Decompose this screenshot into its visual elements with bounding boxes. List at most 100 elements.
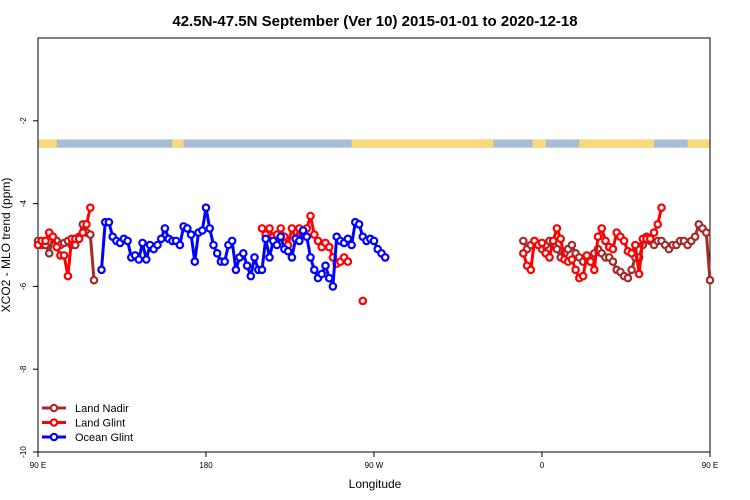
data-point xyxy=(578,271,588,281)
data-point xyxy=(657,203,666,213)
data-point xyxy=(380,253,390,262)
data-point xyxy=(205,224,215,233)
data-point xyxy=(601,236,610,246)
data-point xyxy=(309,265,319,275)
x-tick-label: 90 W xyxy=(365,461,384,470)
legend-swatch-marker xyxy=(49,403,59,413)
data-point xyxy=(649,228,659,237)
data-point xyxy=(183,224,192,233)
data-point xyxy=(59,251,69,260)
data-point xyxy=(261,234,271,244)
data-point xyxy=(276,224,286,233)
data-point xyxy=(705,275,715,285)
data-point xyxy=(518,236,528,246)
x-axis-ticks: 90 E 180 90 W 0 90 E xyxy=(30,452,718,470)
data-point xyxy=(653,220,663,229)
data-point xyxy=(526,265,536,275)
data-point xyxy=(186,230,196,239)
data-point xyxy=(545,253,554,262)
data-point xyxy=(324,242,334,252)
data-point xyxy=(369,236,379,246)
data-point xyxy=(44,249,54,258)
chart-title: 42.5N-47.5N September (Ver 10) 2015-01-0… xyxy=(172,13,577,30)
data-point xyxy=(134,255,144,264)
data-point xyxy=(589,265,599,275)
data-point xyxy=(593,232,603,242)
data-point xyxy=(701,228,711,237)
x-tick-label: 180 xyxy=(199,461,213,470)
data-point xyxy=(287,253,297,262)
legend-swatch-marker xyxy=(49,432,59,442)
series-ocean-glint xyxy=(97,203,390,291)
data-point xyxy=(298,226,308,235)
data-point xyxy=(571,265,580,275)
x-tick-label: 0 xyxy=(540,461,545,470)
data-point xyxy=(198,226,207,235)
data-point xyxy=(619,236,629,246)
data-point xyxy=(567,240,577,250)
y-tick-label: -4 xyxy=(19,199,28,207)
data-point xyxy=(518,249,528,258)
land-ocean-band xyxy=(38,139,710,148)
data-point xyxy=(231,265,241,275)
data-point xyxy=(358,296,368,306)
land-segment xyxy=(351,139,494,148)
data-point xyxy=(313,236,323,246)
data-point xyxy=(347,240,356,250)
legend-swatch-marker xyxy=(49,418,59,427)
data-point xyxy=(209,240,218,250)
data-point xyxy=(634,269,644,279)
data-point xyxy=(227,236,237,246)
data-point xyxy=(552,244,562,254)
data-point xyxy=(86,230,95,239)
land-segment xyxy=(172,139,184,148)
data-point xyxy=(212,249,222,258)
data-point xyxy=(78,228,88,237)
x-tick-label: 90 E xyxy=(702,461,718,470)
land-segment xyxy=(532,139,546,148)
data-point xyxy=(160,224,170,233)
data-point xyxy=(343,257,353,266)
data-point xyxy=(690,232,700,242)
data-point xyxy=(74,234,84,244)
data-point xyxy=(324,273,334,283)
data-point xyxy=(582,251,592,260)
data-point xyxy=(52,242,62,252)
legend-label: Land Glint xyxy=(75,418,125,430)
data-point xyxy=(257,224,267,233)
data-point xyxy=(317,269,327,279)
data-point xyxy=(623,273,633,283)
data-point xyxy=(82,220,91,229)
data-point xyxy=(201,203,211,213)
y-axis-label: XCO2 - MLO trend (ppm) xyxy=(0,178,13,313)
land-segment xyxy=(579,139,654,148)
data-point xyxy=(89,275,99,285)
data-point xyxy=(302,232,312,242)
data-point xyxy=(86,203,95,213)
data-point xyxy=(287,224,297,233)
data-point xyxy=(283,246,293,256)
data-point xyxy=(306,253,315,262)
data-point xyxy=(265,224,274,233)
y-axis-ticks: -2 -4 -6 -8 -10 xyxy=(19,117,38,458)
data-point xyxy=(548,236,558,246)
data-point xyxy=(321,261,330,271)
data-point xyxy=(586,257,595,266)
y-tick-label: -6 xyxy=(19,282,28,290)
data-point xyxy=(220,257,230,266)
data-point xyxy=(294,236,304,246)
data-point xyxy=(552,224,562,233)
x-tick-label: 90 E xyxy=(30,461,46,470)
data-point xyxy=(142,255,151,264)
legend-label: Ocean Glint xyxy=(75,432,133,444)
legend-label: Land Nadir xyxy=(75,403,129,415)
data-point xyxy=(257,265,267,275)
data-point xyxy=(41,236,50,246)
data-point xyxy=(175,240,185,250)
data-point xyxy=(48,232,58,242)
data-point xyxy=(242,261,252,271)
y-tick-label: -8 xyxy=(19,365,28,373)
x-axis-label: Longitude xyxy=(349,477,402,491)
data-point xyxy=(630,240,640,250)
